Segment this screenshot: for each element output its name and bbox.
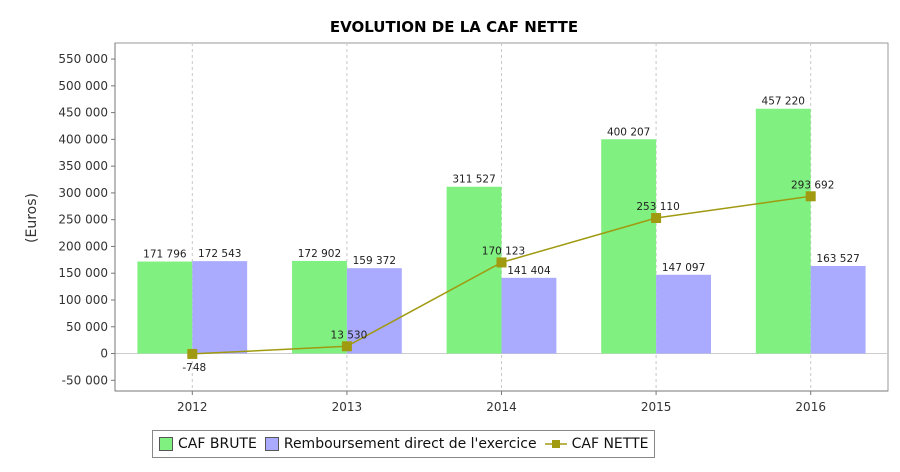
legend: CAF BRUTE Remboursement direct de l'exer… xyxy=(152,430,656,458)
x-tick-label: 2014 xyxy=(486,400,517,414)
line-label: 293 692 xyxy=(791,179,834,191)
legend-swatch-remboursement xyxy=(264,437,279,451)
bar-label: 172 902 xyxy=(298,248,341,260)
bar-remboursement-2013 xyxy=(346,268,402,354)
y-tick-label: 0 xyxy=(100,347,108,361)
caf-nette-point-2016 xyxy=(805,191,816,202)
bar-label: 163 527 xyxy=(816,253,859,265)
legend-item-caf-nette: CAF NETTE xyxy=(544,436,649,452)
bar-remboursement-2015 xyxy=(656,274,711,354)
y-tick-label: 550 000 xyxy=(58,52,108,66)
x-axis: 2012 2013 2014 2015 2016 xyxy=(115,390,888,414)
bar-label: 147 097 xyxy=(662,262,705,274)
x-tick-label: 2012 xyxy=(177,400,208,414)
x-tick-label: 2015 xyxy=(641,400,672,414)
y-tick-label: 450 000 xyxy=(58,106,108,120)
legend-swatch-caf-nette xyxy=(544,440,567,448)
line-label: 253 110 xyxy=(636,201,679,213)
x-tick-label: 2013 xyxy=(332,400,363,414)
y-tick-label: 200 000 xyxy=(58,239,108,253)
bar-label: 311 527 xyxy=(452,174,495,186)
line-label: 170 123 xyxy=(482,245,525,257)
legend-label-remboursement: Remboursement direct de l'exercice xyxy=(283,436,537,452)
bar-caf-brute-2012 xyxy=(137,261,193,354)
data-labels-group: 171 796 172 902 311 527 400 207 457 220 172 5… xyxy=(143,96,860,374)
y-tick-label: 50 000 xyxy=(66,320,108,334)
y-axis: -50 000 0 50 000 100 000 150 000 200 000 250 0… xyxy=(58,43,116,391)
x-tick-label: 2016 xyxy=(795,400,826,414)
bar-label: 171 796 xyxy=(143,249,187,261)
y-axis-label: (Euros) xyxy=(24,193,40,243)
chart-title: EVOLUTION DE LA CAF NETTE xyxy=(330,18,578,36)
bar-caf-brute-2013 xyxy=(292,260,347,354)
line-series-group xyxy=(187,191,816,359)
bar-remboursement-2012 xyxy=(192,261,248,354)
bar-caf-brute-2016 xyxy=(755,108,811,354)
y-tick-label: 100 000 xyxy=(58,293,108,307)
y-tick-label: -50 000 xyxy=(62,373,108,387)
bars-group xyxy=(137,108,866,354)
legend-label-caf-brute: CAF BRUTE xyxy=(178,436,257,452)
legend-label-caf-nette: CAF NETTE xyxy=(571,436,649,452)
y-tick-label: 300 000 xyxy=(58,186,108,200)
bar-remboursement-2016 xyxy=(810,265,866,354)
legend-item-remboursement: Remboursement direct de l'exercice xyxy=(264,436,537,452)
y-tick-label: 350 000 xyxy=(58,159,108,173)
caf-nette-point-2013 xyxy=(341,341,352,352)
y-tick-label: 400 000 xyxy=(58,132,108,146)
bar-label: 172 543 xyxy=(198,248,241,260)
caf-nette-point-2015 xyxy=(651,213,662,224)
bar-label: 457 220 xyxy=(762,96,805,108)
line-label: 13 530 xyxy=(331,329,368,341)
legend-swatch-caf-brute xyxy=(159,437,173,451)
bar-caf-brute-2015 xyxy=(601,139,657,354)
bar-label: 400 207 xyxy=(607,126,650,138)
line-label: -748 xyxy=(182,362,206,374)
y-tick-label: 250 000 xyxy=(58,213,108,227)
bar-caf-brute-2014 xyxy=(446,186,502,354)
caf-nette-point-2012 xyxy=(187,348,198,359)
bar-label: 159 372 xyxy=(353,255,396,267)
bar-label: 141 404 xyxy=(507,265,551,277)
legend-item-caf-brute: CAF BRUTE xyxy=(159,436,257,452)
y-tick-label: 500 000 xyxy=(58,79,108,93)
caf-nette-point-2014 xyxy=(496,257,507,268)
y-tick-label: 150 000 xyxy=(58,266,108,280)
bar-remboursement-2014 xyxy=(501,277,557,354)
